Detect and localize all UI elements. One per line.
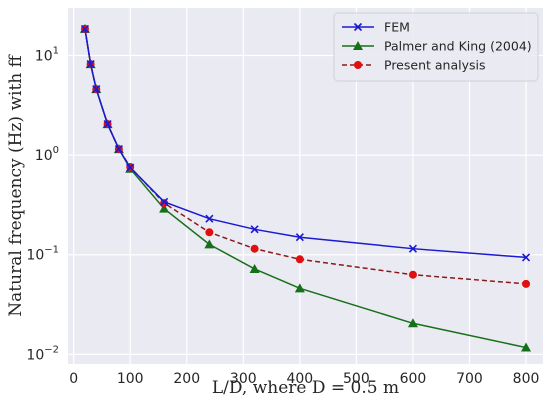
fem-marker xyxy=(160,197,169,206)
legend-item: FEM xyxy=(342,20,410,35)
x-axis-label: L/D, where D = 0.5 m xyxy=(212,378,399,398)
present-analysis-marker xyxy=(295,255,304,264)
present-analysis-marker xyxy=(250,244,259,253)
x-tick-label: 100 xyxy=(117,371,144,387)
x-tick-label: 0 xyxy=(69,371,78,387)
y-tick-label: 10−1 xyxy=(26,245,59,264)
x-tick-label: 600 xyxy=(400,371,427,387)
x-tick-label: 700 xyxy=(456,371,483,387)
present-analysis-marker xyxy=(160,199,169,208)
present-analysis-marker xyxy=(354,61,362,69)
palmer-king-marker xyxy=(353,41,363,50)
legend-label: Present analysis xyxy=(384,58,485,73)
legend-item: Present analysis xyxy=(342,58,485,73)
fem-marker xyxy=(295,233,304,242)
x-tick-label: 200 xyxy=(173,371,200,387)
palmer-king-marker xyxy=(249,263,260,273)
fem-marker xyxy=(103,120,112,129)
x-tick-label: 800 xyxy=(513,371,540,387)
present-analysis-marker xyxy=(522,279,531,288)
palmer-king-marker xyxy=(407,318,418,328)
fem-marker xyxy=(408,244,418,253)
present-analysis-marker xyxy=(205,228,214,237)
fem-marker xyxy=(86,60,95,69)
fem-marker xyxy=(126,163,135,172)
y-tick-label: 100 xyxy=(35,145,59,164)
legend-label: Palmer and King (2004) xyxy=(384,39,532,54)
fem-marker xyxy=(521,253,531,262)
palmer-king-marker xyxy=(294,283,305,293)
series-fem xyxy=(80,24,531,262)
fem-marker xyxy=(250,225,259,234)
fem-marker xyxy=(114,145,123,154)
series-line xyxy=(84,28,527,259)
present-analysis-marker xyxy=(408,270,417,279)
legend-label: FEM xyxy=(384,20,410,35)
x-tick-label: 300 xyxy=(230,371,257,387)
x-tick-label: 400 xyxy=(286,371,313,387)
y-tick-label: 101 xyxy=(35,46,59,65)
palmer-king-marker xyxy=(204,239,215,249)
palmer-king-marker xyxy=(521,342,532,352)
legend-item: Palmer and King (2004) xyxy=(342,39,532,54)
x-tick-labels: 0 100 200 300 400 500 600 700 800 xyxy=(69,371,539,387)
fem-marker xyxy=(205,214,214,223)
x-tick-label: 500 xyxy=(343,371,370,387)
y-tick-label: 10−2 xyxy=(26,344,59,363)
series-layer xyxy=(79,23,532,352)
palmer-king-marker xyxy=(159,203,170,213)
fem-marker xyxy=(92,85,101,94)
fem-marker xyxy=(80,24,90,33)
y-axis-label: Natural frequency (Hz) with ff xyxy=(6,53,26,316)
legend: FEM Palmer and King (2004) Present analysi… xyxy=(333,12,539,82)
legend-box xyxy=(333,12,539,82)
y-tick-labels: 10−2 10−1 100 101 xyxy=(26,46,59,364)
fem-marker xyxy=(353,22,363,32)
